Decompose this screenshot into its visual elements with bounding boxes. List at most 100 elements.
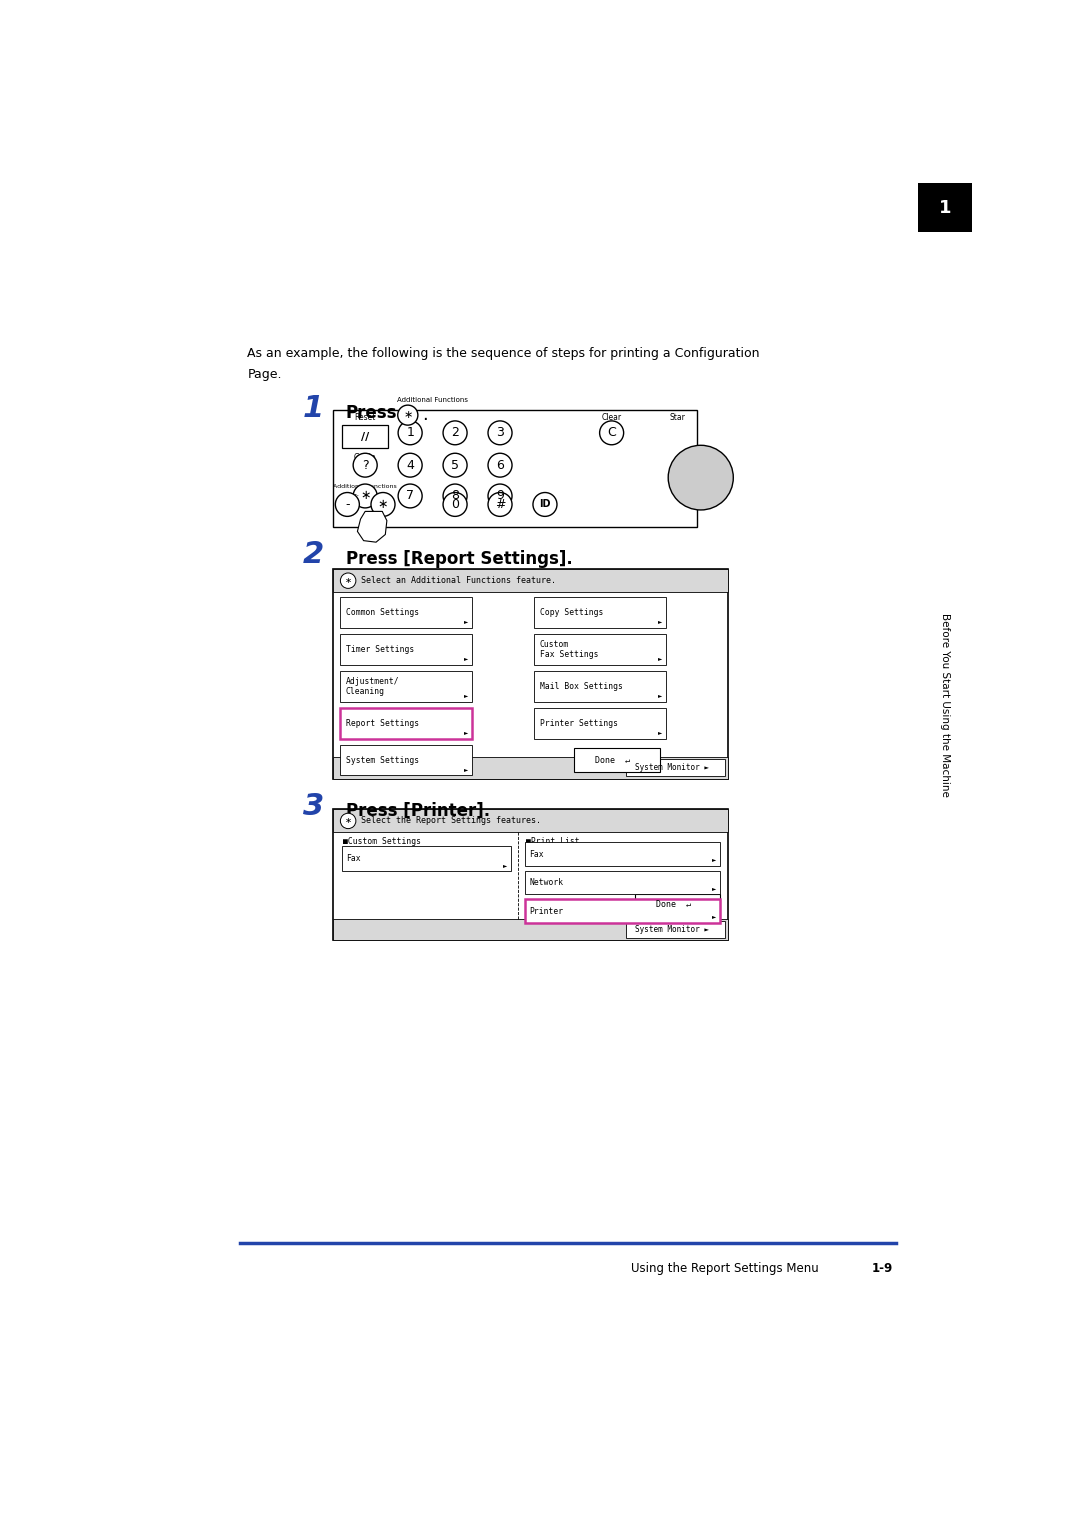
FancyBboxPatch shape	[575, 747, 660, 773]
Text: ∗: ∗	[345, 816, 352, 825]
Text: Select the Report Settings features.: Select the Report Settings features.	[361, 816, 540, 825]
Text: As an example, the following is the sequence of steps for printing a Configurati: As an example, the following is the sequ…	[247, 347, 760, 361]
FancyBboxPatch shape	[525, 871, 720, 894]
Text: Select an Additional Functions feature.: Select an Additional Functions feature.	[361, 576, 555, 585]
Text: #: #	[495, 498, 505, 510]
Text: Inter-: Inter-	[342, 494, 359, 498]
Text: ■Print List: ■Print List	[526, 837, 580, 847]
Circle shape	[399, 484, 422, 507]
Circle shape	[669, 445, 733, 510]
Circle shape	[488, 492, 512, 516]
Circle shape	[599, 420, 623, 445]
Text: //: //	[361, 432, 369, 442]
Text: 2: 2	[451, 426, 459, 440]
Text: Clear: Clear	[602, 413, 622, 422]
Circle shape	[488, 420, 512, 445]
Circle shape	[443, 454, 467, 477]
Text: Press [Report Settings].: Press [Report Settings].	[346, 550, 572, 568]
Text: Press: Press	[346, 403, 397, 422]
Text: 8: 8	[451, 489, 459, 503]
Text: Fax Settings: Fax Settings	[540, 651, 598, 659]
Text: Fax: Fax	[529, 850, 544, 859]
Circle shape	[443, 420, 467, 445]
Text: ?: ?	[362, 458, 368, 472]
Text: Additional Functions: Additional Functions	[334, 484, 397, 489]
Text: Page.: Page.	[247, 368, 282, 380]
Text: ∗: ∗	[345, 576, 352, 585]
FancyBboxPatch shape	[333, 568, 728, 779]
Text: ►: ►	[502, 863, 507, 868]
Text: System Monitor ►: System Monitor ►	[635, 764, 710, 772]
Text: ■Custom Settings: ■Custom Settings	[343, 837, 421, 847]
Text: Reset: Reset	[354, 413, 376, 422]
Circle shape	[532, 492, 557, 516]
FancyBboxPatch shape	[918, 183, 972, 232]
FancyBboxPatch shape	[340, 744, 472, 776]
FancyBboxPatch shape	[340, 671, 472, 701]
FancyBboxPatch shape	[333, 918, 728, 940]
FancyBboxPatch shape	[525, 842, 720, 865]
FancyBboxPatch shape	[333, 410, 697, 527]
Text: Copy Settings: Copy Settings	[540, 608, 603, 617]
Text: 1: 1	[939, 199, 951, 217]
Circle shape	[340, 813, 356, 828]
Text: Before You Start Using the Machine: Before You Start Using the Machine	[940, 613, 950, 798]
Text: ►: ►	[658, 692, 662, 698]
Text: Common Settings: Common Settings	[346, 608, 419, 617]
Text: Mail Box Settings: Mail Box Settings	[540, 681, 622, 691]
Text: 7: 7	[406, 489, 414, 503]
Text: ∗: ∗	[378, 498, 388, 510]
Text: Using the Report Settings Menu: Using the Report Settings Menu	[631, 1262, 819, 1276]
FancyBboxPatch shape	[333, 810, 728, 833]
FancyBboxPatch shape	[625, 759, 725, 776]
Text: ►: ►	[464, 767, 469, 772]
Circle shape	[340, 573, 356, 588]
FancyBboxPatch shape	[535, 671, 666, 701]
Text: ►: ►	[658, 619, 662, 623]
Text: ►: ►	[464, 656, 469, 660]
Text: ID: ID	[539, 500, 551, 509]
Text: ►: ►	[658, 656, 662, 660]
Text: ∗: ∗	[360, 489, 370, 503]
FancyBboxPatch shape	[340, 634, 472, 665]
FancyBboxPatch shape	[535, 634, 666, 665]
Text: Printer Settings: Printer Settings	[540, 718, 618, 727]
Circle shape	[397, 405, 418, 425]
Text: Printer: Printer	[529, 906, 564, 915]
Text: .: .	[422, 406, 428, 425]
Text: C: C	[607, 426, 616, 440]
Text: 1: 1	[302, 394, 324, 423]
Circle shape	[488, 454, 512, 477]
Circle shape	[372, 492, 395, 516]
FancyBboxPatch shape	[635, 894, 720, 915]
Text: Star: Star	[670, 413, 686, 422]
Text: 6: 6	[496, 458, 504, 472]
Text: Timer Settings: Timer Settings	[346, 645, 414, 654]
FancyBboxPatch shape	[342, 845, 511, 871]
FancyBboxPatch shape	[342, 425, 389, 448]
FancyBboxPatch shape	[535, 597, 666, 628]
Text: System Settings: System Settings	[346, 755, 419, 764]
Circle shape	[399, 454, 422, 477]
Text: 2: 2	[302, 539, 324, 568]
FancyBboxPatch shape	[525, 900, 720, 923]
Text: ∗: ∗	[403, 410, 413, 420]
Text: 1: 1	[406, 426, 414, 440]
Text: Adjustment/: Adjustment/	[346, 677, 400, 686]
FancyBboxPatch shape	[625, 921, 725, 938]
FancyBboxPatch shape	[333, 568, 728, 593]
Circle shape	[353, 454, 377, 477]
Text: Custom: Custom	[540, 640, 569, 649]
Circle shape	[399, 420, 422, 445]
Circle shape	[335, 492, 360, 516]
Text: Cleaning: Cleaning	[346, 688, 384, 697]
Text: Fax: Fax	[347, 854, 361, 863]
Text: Network: Network	[529, 879, 564, 888]
Text: Additional Functions: Additional Functions	[397, 397, 468, 403]
Text: ►: ►	[464, 692, 469, 698]
Text: 5: 5	[451, 458, 459, 472]
Text: 4: 4	[406, 458, 414, 472]
Text: ►: ►	[464, 619, 469, 623]
Text: ►: ►	[464, 730, 469, 735]
Circle shape	[443, 484, 467, 507]
